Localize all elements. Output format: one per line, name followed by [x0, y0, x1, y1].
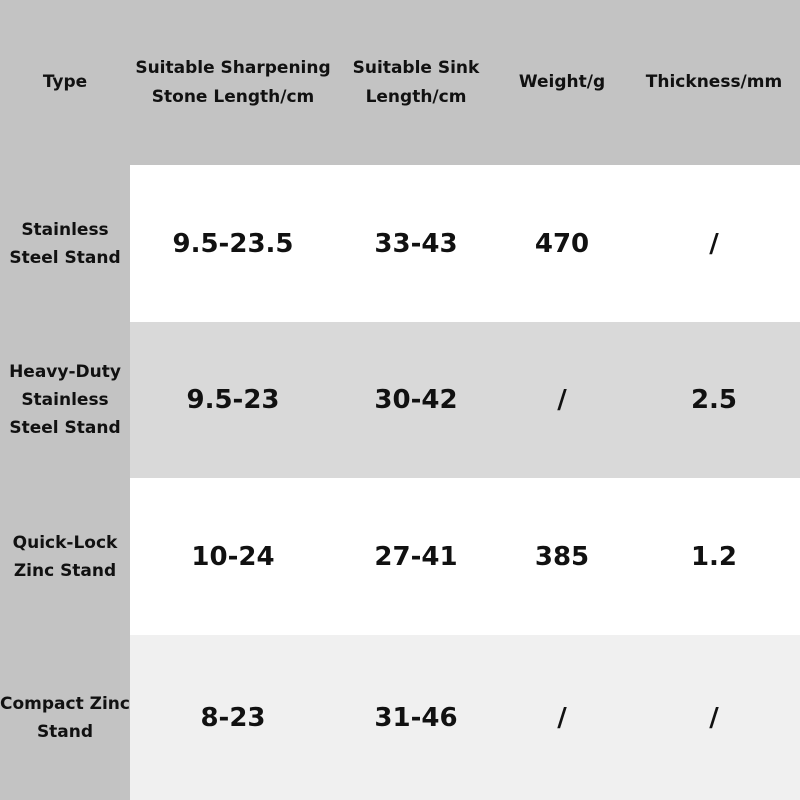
table-row: Heavy-Duty Stainless Steel Stand 9.5-23 30…: [0, 322, 800, 478]
row-type-label: Heavy-Duty Stainless Steel Stand: [0, 322, 130, 478]
header-sink-length: Suitable Sink Length/cm: [352, 57, 480, 107]
header-weight: Weight/g: [518, 72, 606, 92]
row-value: 2.5: [628, 322, 800, 478]
header-thickness: Thickness/mm: [645, 72, 783, 92]
table-header: Type Suitable Sharpening Stone Length/cm…: [0, 0, 800, 165]
table-row: Stainless Steel Stand 9.5-23.5 33-43 470/: [0, 165, 800, 322]
row-value: 10-24: [130, 478, 336, 635]
row-value: /: [496, 635, 628, 800]
table-row: Quick-Lock Zinc Stand 10-24 27-41 385 1.2: [0, 478, 800, 635]
row-value: 30-42: [336, 322, 496, 478]
header-type: Type: [42, 72, 88, 92]
header-stone-length: Suitable Sharpening Stone Length/cm: [135, 57, 331, 107]
row-value: 31-46: [336, 635, 496, 800]
row-value: /: [628, 635, 800, 800]
table-row: Compact Zinc Stand 8-23 31-46//: [0, 635, 800, 800]
row-type-label: Compact Zinc Stand: [0, 635, 130, 800]
row-value: 9.5-23.5: [130, 165, 336, 322]
row-value: /: [496, 322, 628, 478]
row-type-label: Quick-Lock Zinc Stand: [0, 478, 130, 635]
row-value: /: [628, 165, 800, 322]
row-value: 385: [496, 478, 628, 635]
row-value: 470: [496, 165, 628, 322]
row-value: 9.5-23: [130, 322, 336, 478]
row-type-label: Stainless Steel Stand: [0, 165, 130, 322]
row-value: 27-41: [336, 478, 496, 635]
row-value: 33-43: [336, 165, 496, 322]
row-value: 1.2: [628, 478, 800, 635]
row-value: 8-23: [130, 635, 336, 800]
